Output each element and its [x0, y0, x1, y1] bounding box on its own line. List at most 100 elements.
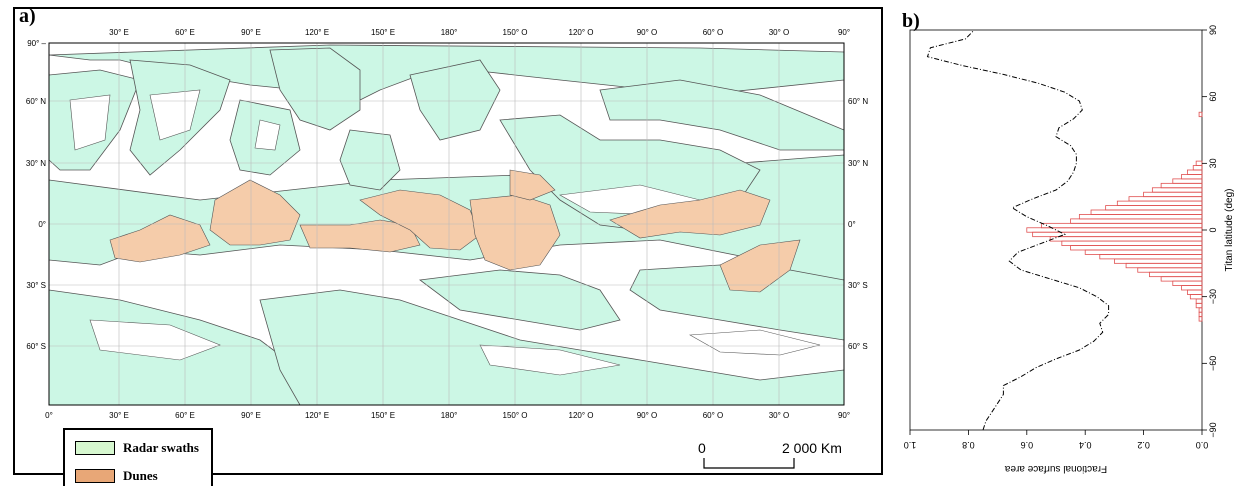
y-tick-label: 60 — [1208, 92, 1218, 102]
lon-label-bottom: 90° — [838, 411, 850, 420]
lat-labels-left: 90° – 60° N 30° N 0° 30° S 60° S — [26, 39, 47, 351]
histogram-bar — [1149, 271, 1203, 278]
lon-label-bottom: 60° E — [175, 411, 195, 420]
lon-label-top: 150° O — [503, 28, 528, 37]
lat-label-right: 60° S — [848, 342, 868, 351]
lat-label-left: 60° N — [26, 97, 46, 106]
lat-label-right: 30° S — [848, 281, 868, 290]
lon-label-top: 90° E — [241, 28, 261, 37]
histogram-bar — [1198, 316, 1203, 322]
x-tick-label: 0.2 — [1137, 440, 1150, 450]
lon-label-bottom: 90° E — [241, 411, 261, 420]
histogram-bar — [1105, 205, 1203, 211]
y-tick-label: 30 — [1208, 158, 1218, 168]
histogram-bar — [1070, 218, 1203, 224]
histogram-bar — [1172, 178, 1203, 184]
lon-label-bottom: 180° — [441, 411, 458, 420]
histogram-bar — [1116, 200, 1203, 206]
lat-label-left: 60° S — [26, 342, 46, 351]
legend-label: Dunes — [123, 468, 158, 483]
histogram-bar — [1198, 307, 1203, 313]
lat-label-right: 0° — [848, 220, 856, 229]
histogram-bar — [1040, 222, 1203, 229]
lat-label-left: 0° — [38, 220, 46, 229]
map-frame — [48, 42, 845, 406]
lon-label-top: 30° O — [769, 28, 790, 37]
y-ticks: −90 −60 −30 0 30 60 90 — [1202, 25, 1218, 438]
scale-right-label: 2 000 Km — [782, 440, 842, 456]
x-axis-label: Fractional surface area — [1004, 463, 1107, 474]
lon-label-bottom: 90° O — [637, 411, 658, 420]
histogram-bar — [1198, 311, 1203, 318]
histogram-bar — [1099, 254, 1203, 260]
lon-label-top: 120° E — [305, 28, 329, 37]
scale-bar-line — [703, 458, 795, 469]
histogram-bar — [1084, 249, 1203, 255]
histogram-bar — [1113, 258, 1203, 264]
lon-label-top: 90° — [838, 28, 850, 37]
lon-label-bottom: 0° — [45, 411, 53, 420]
lon-label-top: 180° — [441, 28, 458, 37]
y-tick-label: 0 — [1208, 227, 1218, 232]
histogram-bar — [1160, 276, 1203, 282]
lon-label-top: 60° E — [175, 28, 195, 37]
histogram-bar — [1125, 262, 1203, 269]
y-axis-label: Titan latitude (deg) — [1224, 188, 1235, 271]
histogram-bar — [1186, 169, 1203, 175]
plot-frame — [909, 29, 1203, 431]
x-tick-label: 0.6 — [1021, 440, 1034, 450]
y-tick-label: 90 — [1208, 25, 1218, 35]
map-layers — [49, 43, 844, 405]
lat-label-left: 90° – — [27, 39, 46, 48]
histogram-bar — [1172, 280, 1203, 286]
lon-label-bottom: 60° O — [703, 411, 724, 420]
histogram-bar — [1189, 294, 1203, 300]
histogram-bar — [1160, 182, 1203, 189]
y-tick-label: −90 — [1208, 422, 1218, 437]
histogram-bar — [1143, 191, 1203, 198]
latitude-distribution-chart: −90 −60 −30 0 30 60 90 0.0 0.2 0.4 0.6 0.8 1.0 Tita… — [904, 25, 1235, 474]
map-legend: Radar swaths Dunes — [63, 428, 213, 486]
bars-layer — [1026, 111, 1203, 322]
y-tick-label: −60 — [1208, 356, 1218, 371]
lon-label-bottom: 150° E — [371, 411, 395, 420]
x-tick-label: 1.0 — [904, 440, 917, 450]
scale-left-label: 0 — [698, 440, 706, 456]
legend-label: Radar swaths — [123, 440, 199, 455]
lat-labels-right: 60° N 30° N 0° 30° S 60° S — [848, 97, 868, 351]
histogram-bar — [1192, 165, 1203, 171]
histogram-bar — [1195, 160, 1203, 166]
histogram-bar — [1078, 214, 1203, 220]
histogram-bar — [1049, 236, 1203, 242]
histogram-bar — [1061, 240, 1203, 246]
radar-swatch-icon — [75, 441, 115, 455]
titan-map: 30° E 60° E 90° E 120° E 150° E 180° 150… — [26, 28, 868, 420]
dune-fields — [109, 169, 801, 293]
x-tick-label: 0.8 — [962, 440, 975, 450]
histogram-bar — [1137, 267, 1203, 273]
x-tick-label: 0.0 — [1196, 440, 1209, 450]
panel-a-label: a) — [19, 5, 36, 27]
x-tick-label: 0.4 — [1079, 440, 1092, 450]
histogram-bar — [1186, 289, 1203, 295]
panel-b-label: b) — [902, 10, 920, 32]
lon-label-bottom: 120° E — [305, 411, 329, 420]
lat-label-left: 30° N — [26, 159, 46, 168]
lon-label-bottom: 30° O — [769, 411, 790, 420]
area-curve — [926, 29, 1110, 431]
histogram-bar — [1070, 245, 1203, 251]
histogram-bar — [1090, 209, 1203, 215]
histogram-bar — [1198, 111, 1203, 118]
lon-label-top: 90° O — [637, 28, 658, 37]
histogram-bar — [1181, 285, 1203, 291]
histogram-bar — [1195, 298, 1203, 304]
lon-label-top: 60° O — [703, 28, 724, 37]
lon-label-top: 150° E — [371, 28, 395, 37]
lon-labels-top: 30° E 60° E 90° E 120° E 150° E 180° 150… — [109, 28, 850, 37]
lon-label-bottom: 120° O — [569, 411, 594, 420]
lat-label-right: 30° N — [848, 159, 868, 168]
histogram-bar — [1128, 196, 1203, 202]
dunes-swatch-icon — [75, 469, 115, 483]
y-tick-label: −30 — [1208, 289, 1218, 304]
histogram-bar — [1195, 302, 1203, 309]
